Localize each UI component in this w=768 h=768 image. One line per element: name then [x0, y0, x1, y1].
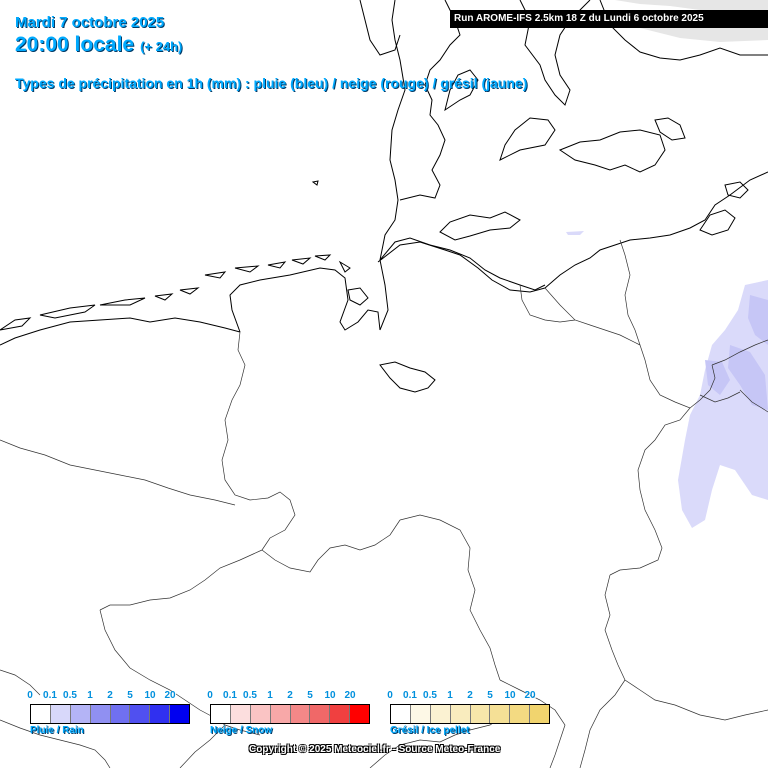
legend-snow-ticks: 0 0.1 0.5 1 2 5 10 20 [207, 690, 380, 704]
legend-sleet-bar [390, 704, 550, 724]
legend-sleet-swatch [410, 705, 431, 723]
legend-snow-tick: 20 [344, 690, 356, 701]
legend-rain-tick: 0 [27, 690, 33, 701]
legend-rain-tick: 0.1 [43, 690, 57, 701]
legend-snow-tick: 10 [324, 690, 336, 701]
legend-sleet-swatch [470, 705, 491, 723]
legend-sleet-swatch [530, 705, 549, 723]
legend-rain-swatch [110, 705, 131, 723]
legend-rain-swatch [70, 705, 91, 723]
legend-snow-bar [210, 704, 370, 724]
forecast-date: Mardi 7 octobre 2025 [15, 14, 165, 31]
legend-sleet-tick: 10 [504, 690, 516, 701]
legend-sleet-tick: 5 [487, 690, 493, 701]
forecast-lead: (+ 24h) [140, 39, 183, 54]
legend-rain-swatch [50, 705, 71, 723]
borders [0, 239, 768, 768]
legend-snow-tick: 5 [307, 690, 313, 701]
legend-rain-tick: 5 [127, 690, 133, 701]
coastlines [0, 0, 768, 393]
legend-rain-ticks: 0 0.1 0.5 1 2 5 10 20 [27, 690, 200, 704]
legend-sleet-swatch [391, 705, 411, 723]
legend-snow-swatch [211, 705, 231, 723]
legend-sleet-swatch [490, 705, 511, 723]
legend-rain-swatch [150, 705, 171, 723]
legend-sleet-tick: 0 [387, 690, 393, 701]
legend-sleet: 0 0.1 0.5 1 2 5 10 20 Grésil / Ice pellet [387, 690, 560, 736]
run-info-banner: Run AROME-IFS 2.5km 18 Z du Lundi 6 octo… [450, 10, 768, 28]
legend-rain: 0 0.1 0.5 1 2 5 10 20 Pluie / Rain [27, 690, 200, 736]
copyright-notice: Copyright © 2025 Meteociel.fr - Source M… [249, 744, 501, 755]
legend-rain-tick: 1 [87, 690, 93, 701]
legend-sleet-tick: 0.1 [403, 690, 417, 701]
legend-snow-tick: 0.1 [223, 690, 237, 701]
legend-rain-swatch [130, 705, 151, 723]
legend-snow-tick: 1 [267, 690, 273, 701]
forecast-time: 20:00 locale (+ 24h) [15, 33, 182, 57]
forecast-time-value: 20:00 locale [15, 33, 135, 56]
legend-snow-swatch [230, 705, 251, 723]
land-gray-area [615, 0, 768, 10]
legend-sleet-tick: 1 [447, 690, 453, 701]
precip-type-description: Types de précipitation en 1h (mm) : plui… [15, 75, 528, 91]
legend-snow-swatch [250, 705, 271, 723]
precipitation-area [566, 231, 768, 528]
legend-rain-swatch [90, 705, 111, 723]
legend-snow-swatch [330, 705, 351, 723]
rain-area-light [678, 280, 768, 528]
legend-snow-swatch [290, 705, 311, 723]
legend-sleet-tick: 0.5 [423, 690, 437, 701]
legend-sleet-tick: 2 [467, 690, 473, 701]
rain-area-medium [748, 295, 768, 345]
legend-snow-swatch [270, 705, 291, 723]
legend-rain-swatch [31, 705, 51, 723]
legend-sleet-swatch [510, 705, 531, 723]
legend-snow-tick: 2 [287, 690, 293, 701]
rain-area-medium-2 [728, 345, 768, 410]
legend-sleet-label: Grésil / Ice pellet [390, 725, 470, 736]
legend-rain-label: Pluie / Rain [30, 725, 84, 736]
legend-snow-swatch [310, 705, 331, 723]
legend-rain-tick: 10 [144, 690, 156, 701]
legend-sleet-ticks: 0 0.1 0.5 1 2 5 10 20 [387, 690, 560, 704]
legend-rain-swatch [170, 705, 189, 723]
legend-sleet-swatch [450, 705, 471, 723]
legend-snow: 0 0.1 0.5 1 2 5 10 20 Neige / Snow [207, 690, 380, 736]
legend-snow-swatch [350, 705, 369, 723]
legend-snow-label: Neige / Snow [210, 725, 273, 736]
legend-snow-tick: 0.5 [243, 690, 257, 701]
legend-sleet-swatch [430, 705, 451, 723]
legend-rain-tick: 0.5 [63, 690, 77, 701]
legend-rain-tick: 2 [107, 690, 113, 701]
rain-speck [566, 231, 584, 235]
legend-rain-bar [30, 704, 190, 724]
legend-snow-tick: 0 [207, 690, 213, 701]
legend-rain-tick: 20 [164, 690, 176, 701]
legend-sleet-tick: 20 [524, 690, 536, 701]
